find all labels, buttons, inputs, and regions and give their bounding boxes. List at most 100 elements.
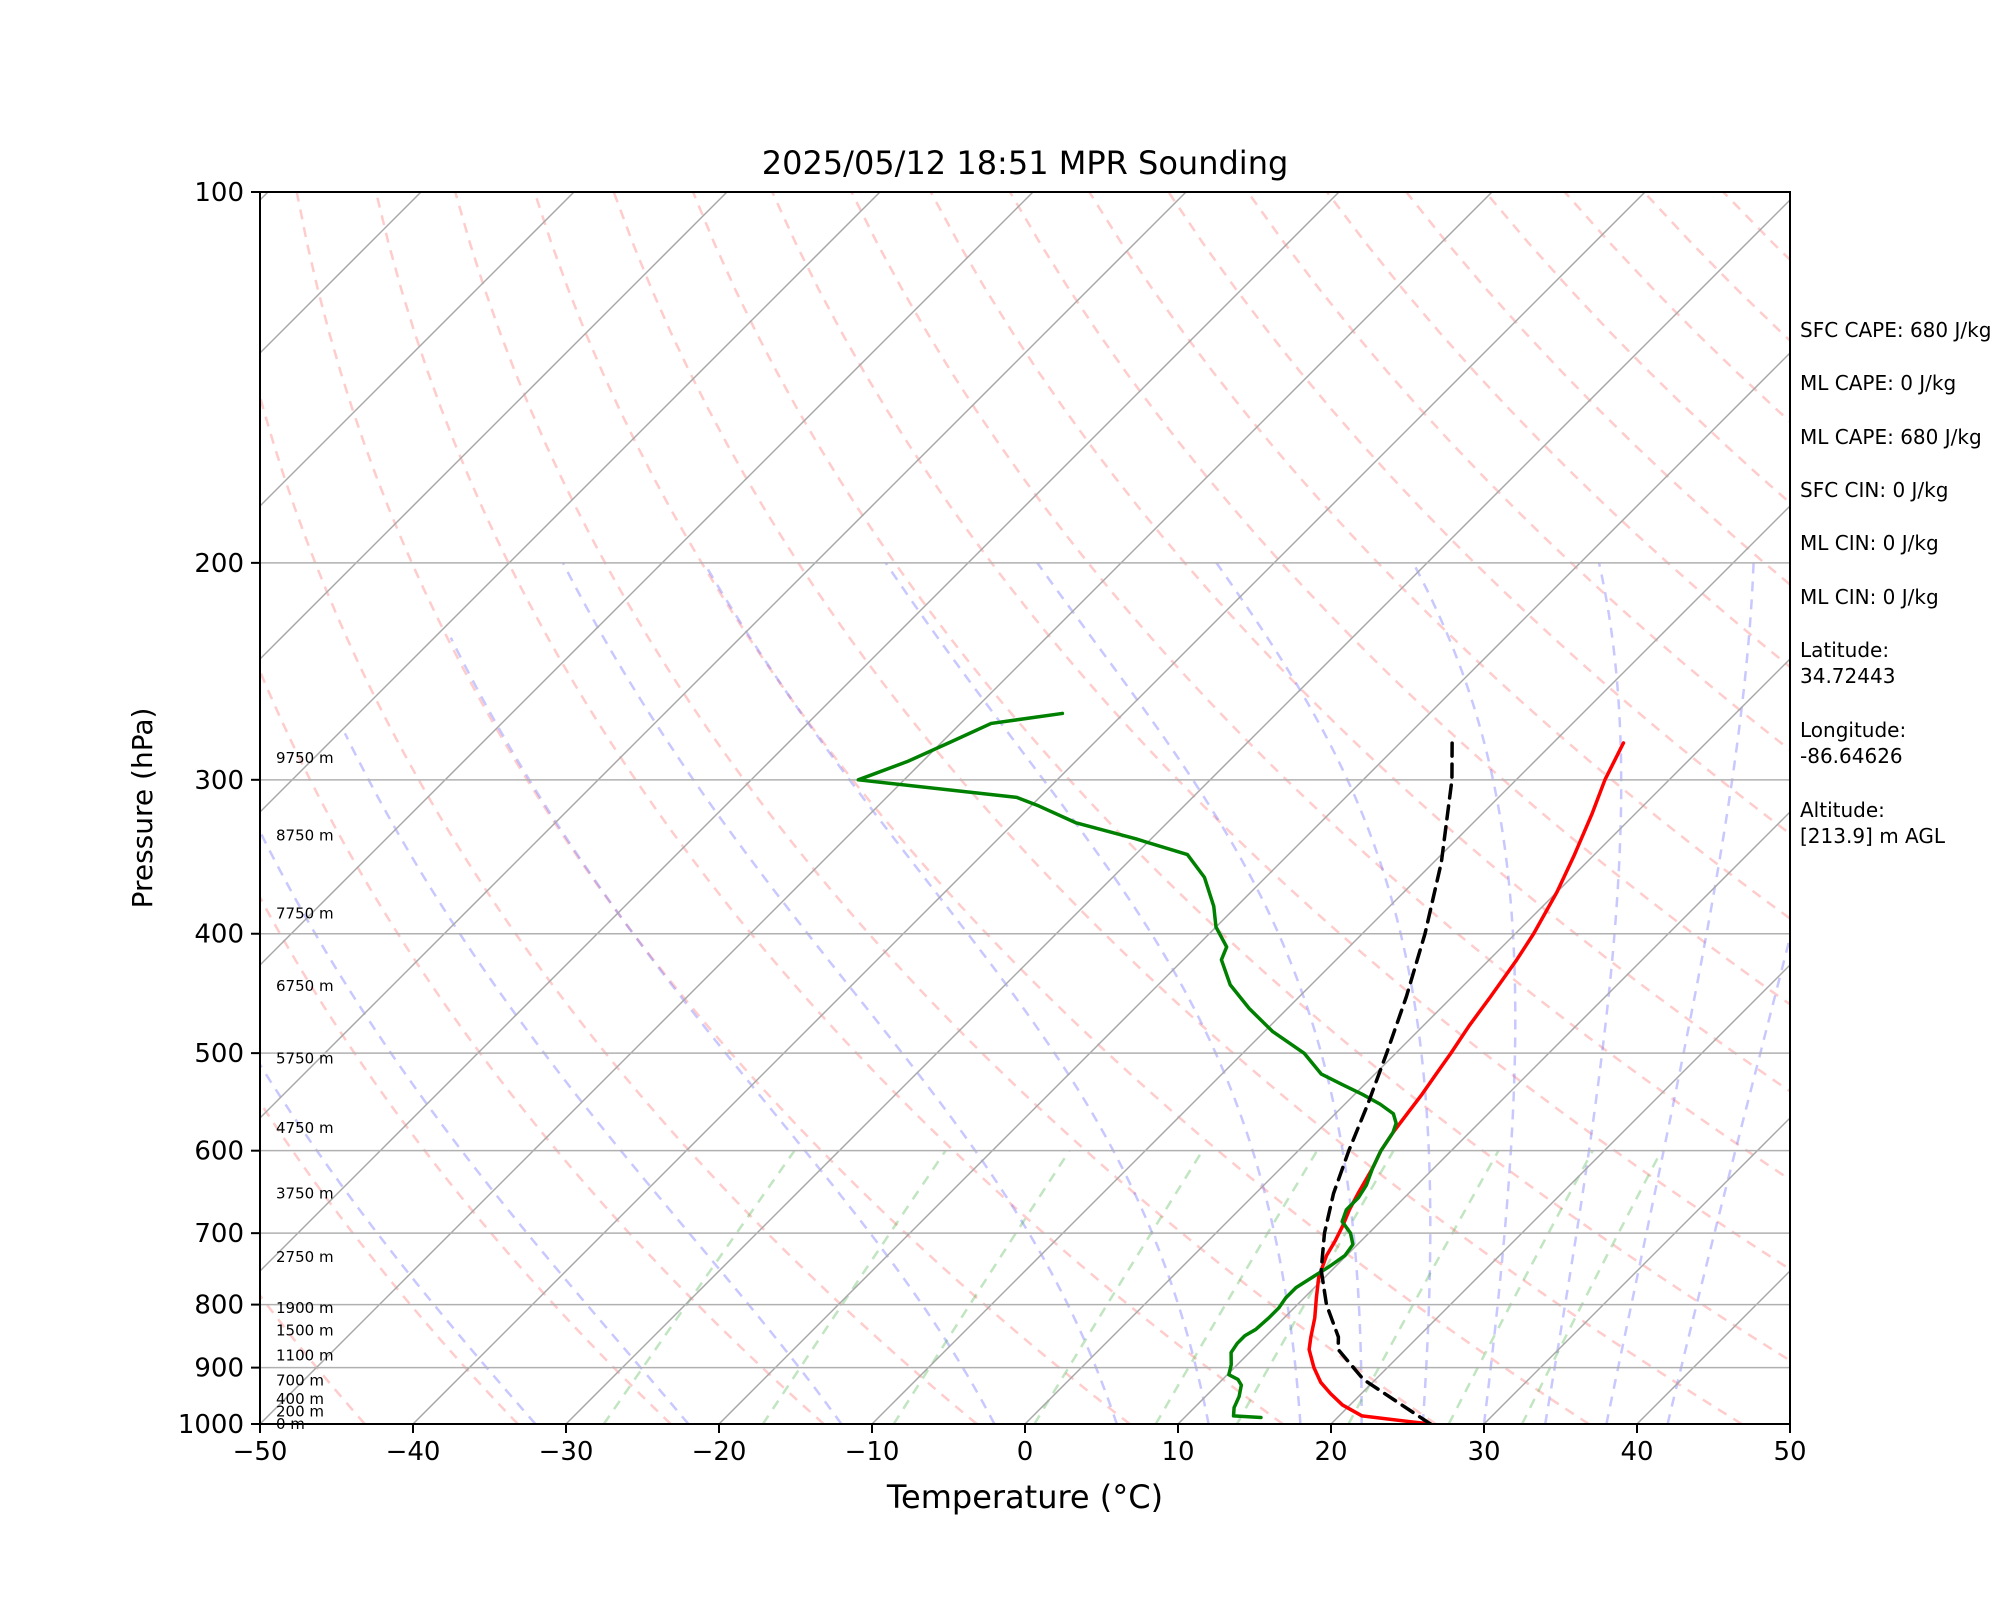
isotherm xyxy=(1330,963,1790,1424)
height-label: 400 m xyxy=(276,1390,324,1408)
y-tick-label: 800 xyxy=(194,1291,244,1321)
x-tick-label: −30 xyxy=(539,1437,594,1467)
dry-adiabat xyxy=(260,391,978,1424)
x-tick-label: 30 xyxy=(1467,1437,1500,1467)
x-tick-label: 10 xyxy=(1161,1437,1194,1467)
y-tick-label: 200 xyxy=(194,549,244,579)
dry-adiabat xyxy=(533,192,1590,1424)
ml-cin-text-2: ML CIN: 0 J/kg xyxy=(1800,585,1939,609)
isotherm xyxy=(0,192,115,1424)
altitude-text: Altitude: [213.9] m AGL xyxy=(1800,798,1946,848)
sfc-cape-text: SFC CAPE: 680 J/kg xyxy=(1800,318,1992,342)
moist-adiabat xyxy=(260,1062,537,1424)
moist-adiabat xyxy=(260,828,690,1424)
height-label: 1900 m xyxy=(276,1299,334,1317)
isotherm xyxy=(260,192,1034,967)
sfc-cin-text: SFC CIN: 0 J/kg xyxy=(1800,478,1949,502)
dry-adiabat xyxy=(454,192,1437,1424)
plot-frame xyxy=(259,191,1791,1425)
moist-adiabat xyxy=(343,732,843,1424)
y-tick-label: 500 xyxy=(194,1039,244,1069)
ml-cape-text: ML CAPE: 0 J/kg xyxy=(1800,371,1957,395)
isotherm xyxy=(412,192,1646,1424)
chart-title: 2025/05/12 18:51 MPR Sounding xyxy=(762,144,1289,182)
series-line-2 xyxy=(1319,741,1454,1424)
isotherm xyxy=(1483,1116,1790,1424)
height-label: 9750 m xyxy=(276,749,334,767)
mixing-ratio-line xyxy=(761,1149,947,1424)
latitude-text: Latitude: 34.72443 xyxy=(1800,638,1896,688)
ml-cape-text-2: ML CAPE: 680 J/kg xyxy=(1800,425,1982,449)
x-tick-label: −20 xyxy=(692,1437,747,1467)
height-label: 3750 m xyxy=(276,1185,334,1203)
isotherm xyxy=(260,192,1340,1273)
moist-adiabat xyxy=(1543,562,1623,1424)
mixing-ratio-line xyxy=(1520,1150,1663,1424)
isotherm xyxy=(260,192,728,661)
gridlines xyxy=(0,192,1790,1424)
mixing-ratio-line xyxy=(1235,1150,1395,1424)
x-tick-label: 40 xyxy=(1620,1437,1653,1467)
moist-adiabat xyxy=(1605,562,1755,1424)
dry-adiabat xyxy=(612,192,1743,1424)
height-label: 8750 m xyxy=(276,827,334,845)
longitude-text: Longitude: -86.64626 xyxy=(1800,718,1907,768)
height-label: 2750 m xyxy=(276,1248,334,1266)
isotherm xyxy=(718,351,1790,1424)
y-axis-label: Pressure (hPa) xyxy=(126,708,159,909)
x-tick-label: −10 xyxy=(845,1437,900,1467)
y-tick-label: 100 xyxy=(194,178,244,208)
height-label: 200 m xyxy=(276,1403,324,1421)
x-tick-label: 20 xyxy=(1314,1437,1347,1467)
y-tick-label: 300 xyxy=(194,766,244,796)
dry-adiabat xyxy=(295,192,1131,1424)
y-tick-label: 600 xyxy=(194,1137,244,1167)
isotherm xyxy=(260,192,1493,1424)
ml-cin-text: ML CIN: 0 J/kg xyxy=(1800,531,1939,555)
dry-adiabat xyxy=(1167,192,1790,836)
y-tick-label: 700 xyxy=(194,1219,244,1249)
dry-adiabat xyxy=(374,192,1284,1424)
dry-adiabat xyxy=(1008,192,1790,1006)
dry-adiabat xyxy=(260,1293,366,1424)
isotherm xyxy=(871,504,1790,1424)
dry-adiabat xyxy=(929,192,1790,1093)
y-tick-label: 900 xyxy=(194,1354,244,1384)
isotherm xyxy=(260,192,575,508)
x-tick-label: −40 xyxy=(386,1437,441,1467)
series-line-0 xyxy=(1307,741,1626,1424)
height-label: 5750 m xyxy=(276,1049,334,1067)
axes: −50 −40 −30 −20 −10 0 10 20 30 40 50 100 200 300 400 50… xyxy=(178,178,1807,1467)
mixing-ratio-line xyxy=(1154,1150,1319,1424)
height-label: 6750 m xyxy=(276,977,334,995)
x-tick-label: 0 xyxy=(1017,1437,1034,1467)
isotherm xyxy=(1177,810,1790,1424)
mixing-ratio-line xyxy=(1447,1150,1594,1424)
dry-adiabat xyxy=(1246,192,1790,752)
height-label: 1100 m xyxy=(276,1347,334,1365)
x-tick-label: −50 xyxy=(233,1437,288,1467)
x-tick-label: 50 xyxy=(1773,1437,1806,1467)
moist-adiabat xyxy=(1666,932,1790,1424)
isotherm xyxy=(260,192,1187,1120)
x-axis-label: Temperature (°C) xyxy=(886,1478,1163,1516)
mixing-ratio-line xyxy=(602,1149,796,1424)
dry-adiabat xyxy=(260,668,825,1424)
isotherm xyxy=(1024,657,1790,1424)
y-tick-label: 1000 xyxy=(178,1410,244,1440)
mixing-ratio-line xyxy=(892,1149,1071,1424)
height-label: 4750 m xyxy=(276,1119,334,1137)
dry-adiabat xyxy=(691,192,1790,1362)
series-line-1 xyxy=(856,711,1398,1420)
y-tick-label: 400 xyxy=(194,920,244,950)
height-label: 700 m xyxy=(276,1372,324,1390)
isotherm xyxy=(260,192,881,814)
mixing-ratio-line xyxy=(1033,1150,1204,1424)
height-label: 1500 m xyxy=(276,1322,334,1340)
dry-adiabat xyxy=(260,1100,519,1424)
isotherm xyxy=(565,198,1790,1424)
series-layer xyxy=(856,711,1626,1424)
height-label: 7750 m xyxy=(276,904,334,922)
